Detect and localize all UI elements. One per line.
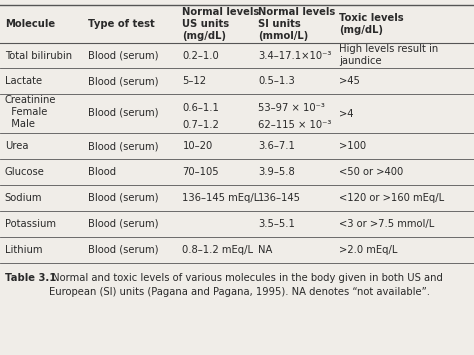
Text: Male: Male	[5, 119, 35, 129]
Text: >45: >45	[339, 76, 360, 86]
Text: 0.8–1.2 mEq/L: 0.8–1.2 mEq/L	[182, 245, 254, 255]
Text: >100: >100	[339, 141, 366, 151]
Text: 0.2–1.0: 0.2–1.0	[182, 50, 219, 61]
Text: 70–105: 70–105	[182, 167, 219, 177]
Text: 3.5–5.1: 3.5–5.1	[258, 219, 295, 229]
Text: Blood (serum): Blood (serum)	[88, 50, 158, 61]
Text: 10–20: 10–20	[182, 141, 213, 151]
Text: Female: Female	[5, 107, 47, 117]
Text: 136–145 mEq/L: 136–145 mEq/L	[182, 193, 260, 203]
Text: Normal levels
SI units
(mmol/L): Normal levels SI units (mmol/L)	[258, 6, 336, 42]
Text: Glucose: Glucose	[5, 167, 45, 177]
Text: Blood (serum): Blood (serum)	[88, 219, 158, 229]
Text: >2.0 mEq/L: >2.0 mEq/L	[339, 245, 397, 255]
Text: 3.4–17.1×10⁻³: 3.4–17.1×10⁻³	[258, 50, 332, 61]
Text: Type of test: Type of test	[88, 19, 155, 29]
Text: 136–145: 136–145	[258, 193, 301, 203]
Text: Lactate: Lactate	[5, 76, 42, 86]
Text: Creatinine: Creatinine	[5, 95, 56, 105]
Text: Blood (serum): Blood (serum)	[88, 76, 158, 86]
Text: Molecule: Molecule	[5, 19, 55, 29]
Text: Normal and toxic levels of various molecules in the body given in both US and
Eu: Normal and toxic levels of various molec…	[49, 273, 443, 296]
Text: 62–115 × 10⁻³: 62–115 × 10⁻³	[258, 120, 332, 130]
Text: 53–97 × 10⁻³: 53–97 × 10⁻³	[258, 103, 325, 113]
Text: Blood: Blood	[88, 167, 116, 177]
Text: <50 or >400: <50 or >400	[339, 167, 403, 177]
Text: Potassium: Potassium	[5, 219, 56, 229]
Text: NA: NA	[258, 245, 273, 255]
Text: 3.9–5.8: 3.9–5.8	[258, 167, 295, 177]
Text: 0.5–1.3: 0.5–1.3	[258, 76, 295, 86]
Text: <120 or >160 mEq/L: <120 or >160 mEq/L	[339, 193, 444, 203]
Text: Total bilirubin: Total bilirubin	[5, 50, 72, 61]
Text: Normal levels
US units
(mg/dL): Normal levels US units (mg/dL)	[182, 6, 260, 42]
Text: 3.6–7.1: 3.6–7.1	[258, 141, 295, 151]
Text: Toxic levels
(mg/dL): Toxic levels (mg/dL)	[339, 13, 403, 35]
Text: High levels result in: High levels result in	[339, 44, 438, 54]
Text: 5–12: 5–12	[182, 76, 207, 86]
Text: 0.7–1.2: 0.7–1.2	[182, 120, 219, 130]
Text: Lithium: Lithium	[5, 245, 42, 255]
Text: Blood (serum): Blood (serum)	[88, 107, 158, 117]
Text: Sodium: Sodium	[5, 193, 42, 203]
Text: >4: >4	[339, 109, 354, 119]
Text: Blood (serum): Blood (serum)	[88, 193, 158, 203]
Text: Urea: Urea	[5, 141, 28, 151]
Text: Blood (serum): Blood (serum)	[88, 141, 158, 151]
Text: jaundice: jaundice	[339, 56, 382, 66]
Text: <3 or >7.5 mmol/L: <3 or >7.5 mmol/L	[339, 219, 434, 229]
Text: Table 3.1: Table 3.1	[5, 273, 56, 283]
Text: Blood (serum): Blood (serum)	[88, 245, 158, 255]
Text: 0.6–1.1: 0.6–1.1	[182, 103, 219, 113]
